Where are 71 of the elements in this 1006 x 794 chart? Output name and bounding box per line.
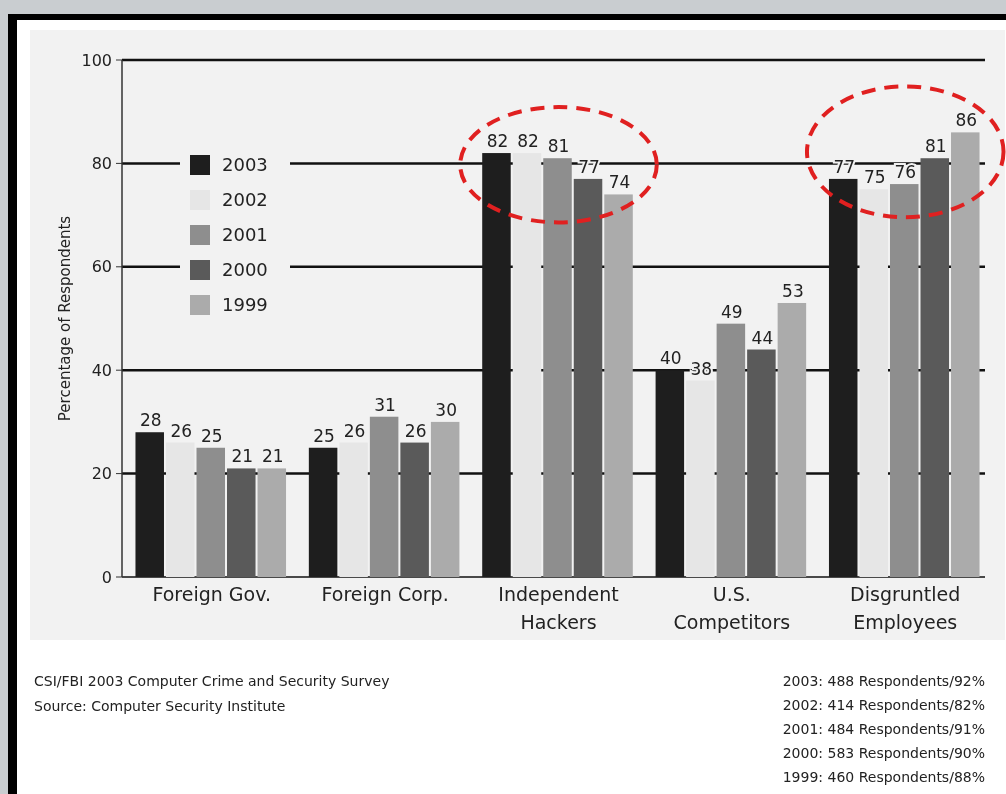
- data-label: 28: [139, 410, 162, 431]
- text: 2002: 414 Respondents/82%: [782, 697, 985, 713]
- data-label: 21: [261, 446, 284, 467]
- text: 2000: 583 Respondents/90%: [782, 745, 985, 761]
- bar: [828, 178, 858, 577]
- x-tick-label: Foreign Gov.: [152, 583, 272, 605]
- bar: [339, 442, 368, 577]
- data-label: 25: [313, 425, 335, 446]
- data-label: 82: [486, 131, 509, 152]
- bar: [889, 184, 919, 577]
- bar: [135, 432, 164, 577]
- bar: [165, 442, 195, 577]
- bar: [308, 447, 338, 577]
- bar: [747, 349, 776, 577]
- data-label: 21: [231, 446, 254, 467]
- bar: [196, 447, 226, 577]
- bar: [257, 468, 287, 577]
- data-label: 40: [660, 348, 682, 369]
- bar: [920, 158, 950, 577]
- data-label: 86: [955, 110, 978, 131]
- data-label: 44: [751, 327, 774, 348]
- x-tick-label: Disgruntled Employees: [850, 583, 961, 633]
- y-tick-label: 0: [101, 567, 112, 587]
- legend-label: 2001: [222, 224, 268, 246]
- y-tick-label: 40: [91, 360, 112, 380]
- text: 2001: 484 Respondents/91%: [782, 721, 985, 737]
- data-label: 82: [517, 131, 539, 152]
- data-label: 31: [374, 394, 396, 415]
- data-label: 25: [200, 425, 223, 446]
- data-label: 81: [547, 136, 570, 157]
- data-label: 26: [404, 420, 427, 441]
- text: 1999: 460 Respondents/88%: [782, 769, 985, 785]
- legend-label: 2002: [222, 189, 268, 211]
- source-note: Source: Computer Security Institute: [34, 698, 286, 714]
- legend-label: 2000: [222, 259, 268, 281]
- bar: [227, 468, 256, 577]
- y-tick-label: 100: [81, 50, 112, 70]
- bar: [369, 416, 399, 577]
- bar: [430, 421, 460, 577]
- data-label: 75: [863, 167, 886, 188]
- bar: [400, 442, 429, 577]
- y-tick-label: 60: [91, 257, 112, 277]
- data-label: 26: [170, 420, 193, 441]
- y-axis-title: Percentage of Respondents: [56, 215, 74, 422]
- data-label: 74: [608, 172, 631, 193]
- bar: [573, 178, 603, 577]
- data-label: 26: [343, 420, 366, 441]
- text: CSI/FBI 2003 Computer Crime and Security Survey: [34, 673, 390, 689]
- data-label: 49: [721, 301, 743, 322]
- bar: [777, 302, 807, 577]
- bar: [543, 158, 572, 577]
- x-tick-label: U.S. Competitors: [673, 583, 791, 633]
- bar: [716, 323, 746, 577]
- data-label: 81: [924, 136, 947, 157]
- text: 2003: 488 Respondents/92%: [782, 673, 985, 689]
- bar: [951, 132, 980, 577]
- bar: [482, 153, 511, 577]
- data-label: 76: [894, 162, 917, 183]
- bar: [604, 194, 633, 577]
- data-label: 30: [435, 399, 457, 420]
- legend-label: 1999: [222, 294, 268, 316]
- bar: [859, 189, 888, 577]
- bar: [686, 380, 715, 577]
- x-tick-label: Independent Hackers: [498, 583, 619, 633]
- x-tick-label: Foreign Corp.: [321, 583, 449, 605]
- bar: [655, 370, 685, 577]
- data-label: 53: [782, 280, 804, 301]
- bar: [512, 153, 542, 577]
- y-tick-label: 80: [91, 154, 112, 173]
- legend-label: 2003: [222, 154, 268, 176]
- y-tick-label: 20: [91, 464, 112, 484]
